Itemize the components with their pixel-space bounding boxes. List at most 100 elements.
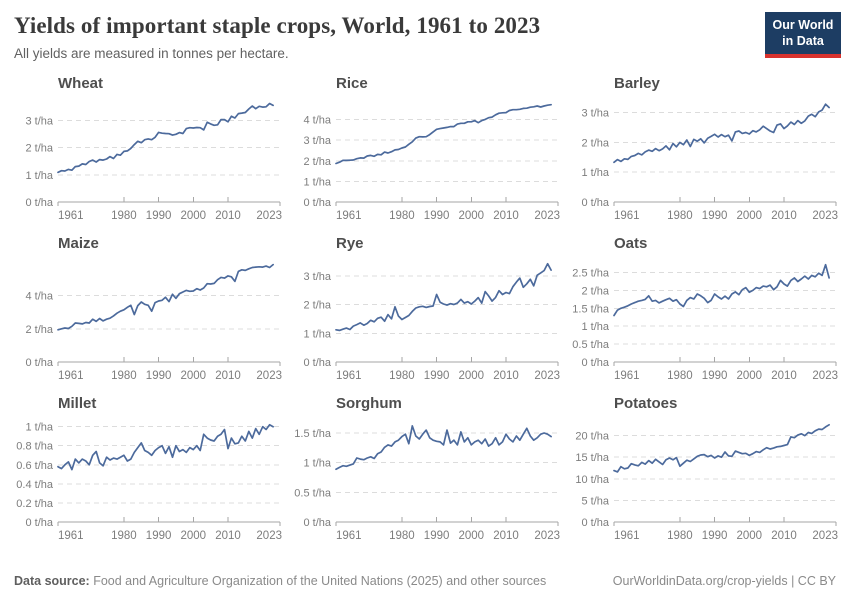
- y-tick-label: 3 t/ha: [25, 115, 53, 127]
- x-tick-label: 1980: [667, 530, 693, 542]
- x-tick-label: 1961: [336, 210, 362, 222]
- y-tick-label: 0 t/ha: [581, 197, 609, 209]
- x-tick-label: 1961: [336, 530, 362, 542]
- chart-plot: 0 t/ha 2 t/ha 4 t/ha 1961 1980 1990 2000 2010 20…: [25, 263, 282, 382]
- y-tick-label: 4 t/ha: [25, 291, 53, 303]
- x-tick-label: 1961: [58, 370, 84, 382]
- x-tick-label: 1990: [146, 530, 172, 542]
- chart-title: Rye: [336, 235, 364, 252]
- chart-plot: 0 t/ha 1 t/ha 2 t/ha 3 t/ha 1961 1980 1990 2000…: [25, 102, 282, 222]
- y-tick-label: 1 t/ha: [303, 458, 331, 470]
- charts-grid: Wheat 0 t/ha 1 t/ha 2 t/ha 3 t/ha 1961 1980 19…: [14, 69, 850, 549]
- x-tick-label: 1990: [702, 210, 728, 222]
- chart-title: Barley: [614, 75, 660, 92]
- chart-plot: 0 t/ha 0.5 t/ha 1 t/ha 1.5 t/ha 1961 1980 1990…: [294, 425, 560, 542]
- chart-plot: 0 t/ha 5 t/ha 10 t/ha 15 t/ha 20 t/ha 1961 198…: [575, 423, 838, 542]
- x-tick-label: 2010: [493, 530, 519, 542]
- y-tick-label: 0 t/ha: [303, 197, 331, 209]
- x-tick-label: 2023: [812, 370, 838, 382]
- yield-line[interactable]: [57, 102, 274, 174]
- x-tick-label: 2010: [215, 370, 241, 382]
- y-tick-label: 0.6 t/ha: [16, 460, 54, 472]
- chart-title: Sorghum: [336, 395, 402, 412]
- y-tick-label: 1.5 t/ha: [572, 303, 610, 315]
- chart-wheat: Wheat 0 t/ha 1 t/ha 2 t/ha 3 t/ha 1961 1980 19…: [14, 69, 286, 229]
- x-tick-label: 1990: [146, 370, 172, 382]
- y-tick-label: 1 t/ha: [303, 328, 331, 340]
- x-tick-label: 2000: [459, 210, 485, 222]
- x-tick-label: 1980: [111, 370, 137, 382]
- y-tick-label: 20 t/ha: [575, 431, 610, 443]
- chart-subtitle: All yields are measured in tonnes per he…: [14, 46, 289, 61]
- y-tick-label: 1 t/ha: [25, 422, 53, 434]
- x-tick-label: 1980: [111, 530, 137, 542]
- x-tick-label: 1980: [389, 210, 415, 222]
- chart-barley: Barley 0 t/ha 1 t/ha 2 t/ha 3 t/ha 1961 1980 1…: [570, 69, 842, 229]
- y-tick-label: 2 t/ha: [581, 285, 609, 297]
- x-tick-label: 2023: [256, 210, 282, 222]
- chart-title: Rice: [336, 75, 368, 92]
- page-title: Yields of important staple crops, World,…: [14, 13, 541, 38]
- y-tick-label: 0.8 t/ha: [16, 441, 54, 453]
- chart-title: Wheat: [58, 75, 103, 92]
- chart-plot: 0 t/ha 0.5 t/ha 1 t/ha 1.5 t/ha 2 t/ha 2.5 t/…: [572, 263, 838, 382]
- yield-line[interactable]: [613, 423, 830, 473]
- y-tick-label: 1.5 t/ha: [294, 428, 332, 440]
- owid-logo-line2: in Data: [782, 33, 824, 48]
- chart-oats: Oats 0 t/ha 0.5 t/ha 1 t/ha 1.5 t/ha 2 t/ha 2…: [570, 229, 842, 389]
- x-tick-label: 2010: [493, 370, 519, 382]
- chart-title: Potatoes: [614, 395, 678, 412]
- y-tick-label: 2 t/ha: [25, 324, 53, 336]
- yield-line[interactable]: [613, 263, 830, 317]
- y-tick-label: 15 t/ha: [575, 452, 610, 464]
- y-tick-label: 0 t/ha: [303, 357, 331, 369]
- credit-link[interactable]: OurWorldinData.org/crop-yields | CC BY: [612, 574, 836, 588]
- chart-potatoes: Potatoes 0 t/ha 5 t/ha 10 t/ha 15 t/ha 20 t/…: [570, 389, 842, 549]
- y-tick-label: 2 t/ha: [303, 300, 331, 312]
- owid-logo[interactable]: Our World in Data: [765, 12, 841, 59]
- chart-plot: 0 t/ha 1 t/ha 2 t/ha 3 t/ha 4 t/ha 1961 1980 19…: [303, 103, 560, 222]
- x-tick-label: 1990: [424, 530, 450, 542]
- yield-line[interactable]: [335, 103, 552, 165]
- y-tick-label: 0 t/ha: [25, 357, 53, 369]
- y-tick-label: 5 t/ha: [581, 495, 609, 507]
- chart-maize: Maize 0 t/ha 2 t/ha 4 t/ha 1961 1980 1990 2000…: [14, 229, 286, 389]
- y-tick-label: 1 t/ha: [581, 321, 609, 333]
- x-tick-label: 2000: [181, 210, 207, 222]
- y-tick-label: 0.5 t/ha: [572, 339, 610, 351]
- y-tick-label: 1 t/ha: [581, 167, 609, 179]
- x-tick-label: 2000: [737, 530, 763, 542]
- chart-title: Oats: [614, 235, 648, 252]
- x-tick-label: 2010: [215, 210, 241, 222]
- yield-line[interactable]: [335, 262, 552, 332]
- chart-footer: Data source: Food and Agriculture Organi…: [14, 574, 836, 588]
- x-tick-label: 1990: [702, 530, 728, 542]
- y-tick-label: 0 t/ha: [581, 357, 609, 369]
- y-tick-label: 2 t/ha: [25, 143, 53, 155]
- yield-line[interactable]: [335, 425, 552, 471]
- x-tick-label: 1961: [614, 530, 640, 542]
- chart-plot: 0 t/ha 1 t/ha 2 t/ha 3 t/ha 1961 1980 1990 2000…: [581, 103, 838, 222]
- y-tick-label: 3 t/ha: [303, 271, 331, 283]
- data-source: Data source: Food and Agriculture Organi…: [14, 574, 546, 588]
- y-tick-label: 0 t/ha: [25, 197, 53, 209]
- chart-millet: Millet 0 t/ha 0.2 t/ha 0.4 t/ha 0.6 t/ha 0.8…: [14, 389, 286, 549]
- y-tick-label: 0 t/ha: [303, 517, 331, 529]
- data-source-text: Food and Agriculture Organization of the…: [89, 574, 547, 588]
- x-tick-label: 2023: [812, 530, 838, 542]
- chart-plot: 0 t/ha 1 t/ha 2 t/ha 3 t/ha 1961 1980 1990 2000…: [303, 262, 560, 382]
- y-tick-label: 0 t/ha: [581, 517, 609, 529]
- yield-line[interactable]: [613, 103, 830, 164]
- chart-header: Yields of important staple crops, World,…: [0, 0, 850, 61]
- chart-rice: Rice 0 t/ha 1 t/ha 2 t/ha 3 t/ha 4 t/ha 1961 1…: [292, 69, 564, 229]
- chart-plot: 0 t/ha 0.2 t/ha 0.4 t/ha 0.6 t/ha 0.8 t/ha 1 …: [16, 422, 282, 542]
- x-tick-label: 2023: [812, 210, 838, 222]
- x-tick-label: 1980: [667, 210, 693, 222]
- x-tick-label: 1961: [336, 370, 362, 382]
- yield-line[interactable]: [57, 263, 274, 331]
- chart-title: Millet: [58, 395, 97, 412]
- chart-sorghum: Sorghum 0 t/ha 0.5 t/ha 1 t/ha 1.5 t/ha 1961…: [292, 389, 564, 549]
- y-tick-label: 2 t/ha: [581, 137, 609, 149]
- y-tick-label: 1 t/ha: [25, 170, 53, 182]
- yield-line[interactable]: [57, 423, 274, 471]
